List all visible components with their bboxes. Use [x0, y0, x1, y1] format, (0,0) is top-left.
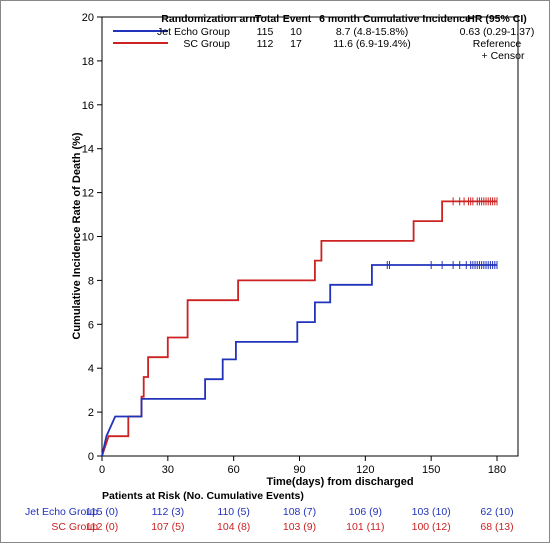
risk-cell-value: 103 (10) — [412, 506, 451, 518]
x-tick-label: 30 — [162, 464, 174, 476]
legend-censor-label: + Censor — [482, 50, 525, 62]
y-tick-label: 20 — [82, 12, 94, 24]
legend-event: 10 — [290, 26, 302, 38]
risk-cell-value: 115 (0) — [86, 506, 119, 518]
legend-name: SC Group — [183, 38, 230, 50]
legend-cum-incidence: 11.6 (6.9-19.4%) — [333, 38, 410, 50]
curve-jet-echo-group — [101, 264, 497, 457]
legend-total: 112 — [257, 38, 274, 50]
y-axis-title: Cumulative Incidence Rate of Death (%) — [71, 132, 83, 340]
risk-row-label: SC Group — [51, 521, 98, 533]
plot-axes: 0 2 4 6 8 10 12 14 16 18 20 0 30 60 90 120 150 180 Time(da… — [71, 12, 519, 488]
legend-name: Jet Echo Group — [157, 26, 230, 38]
risk-cell-value: 112 (0) — [86, 521, 119, 533]
risk-cell-value: 104 (8) — [217, 521, 250, 533]
risk-cell-value: 112 (3) — [152, 506, 185, 518]
x-tick-label: 0 — [99, 464, 105, 476]
x-tick-label: 120 — [356, 464, 374, 476]
risk-row-label: Jet Echo Group — [25, 506, 98, 518]
legend-header: HR (95% CI) — [467, 13, 527, 25]
risk-cell-value: 68 (13) — [480, 521, 513, 533]
y-tick-label: 12 — [82, 188, 94, 200]
series-jet-echo-group — [101, 261, 498, 457]
legend-header: Total — [255, 13, 279, 25]
risk-table: Patients at Risk (No. Cumulative Events)… — [25, 490, 514, 533]
y-tick-label: 10 — [82, 232, 94, 244]
y-tick-label: 18 — [82, 56, 94, 68]
risk-cell-value: 62 (10) — [480, 506, 513, 518]
x-tick-label: 60 — [228, 464, 240, 476]
risk-cell-value: 108 (7) — [283, 506, 316, 518]
risk-table-title: Patients at Risk (No. Cumulative Events) — [102, 490, 304, 502]
y-tick-label: 6 — [88, 319, 94, 331]
y-tick-label: 8 — [88, 275, 94, 287]
legend-hr: 0.63 (0.29-1.37) — [460, 26, 535, 38]
risk-cell-value: 100 (12) — [412, 521, 451, 533]
x-axis-title: Time(days) from discharged — [266, 476, 413, 488]
legend-header: Event — [283, 13, 312, 25]
legend-total: 115 — [257, 26, 274, 38]
legend-header: Randomization arm — [161, 13, 258, 25]
risk-cell-value: 101 (11) — [346, 521, 384, 533]
y-tick-label: 16 — [82, 100, 94, 112]
risk-cell-value: 107 (5) — [151, 521, 184, 533]
legend-event: 17 — [290, 38, 302, 50]
risk-cell-value: 110 (5) — [217, 506, 250, 518]
y-tick-label: 0 — [88, 451, 94, 463]
x-tick-label: 90 — [293, 464, 305, 476]
y-tick-label: 2 — [88, 407, 94, 419]
x-tick-label: 180 — [488, 464, 506, 476]
plot-series — [101, 197, 498, 457]
legend-hr: Reference — [473, 38, 522, 50]
legend-header: 6 month Cumulative Incidence — [319, 13, 471, 25]
x-tick-label: 150 — [422, 464, 440, 476]
risk-cell-value: 103 (9) — [283, 521, 316, 533]
y-tick-label: 14 — [82, 144, 94, 156]
y-tick-label: 4 — [88, 363, 94, 375]
legend-cum-incidence: 8.7 (4.8-15.8%) — [336, 26, 408, 38]
risk-cell-value: 106 (9) — [349, 506, 382, 518]
